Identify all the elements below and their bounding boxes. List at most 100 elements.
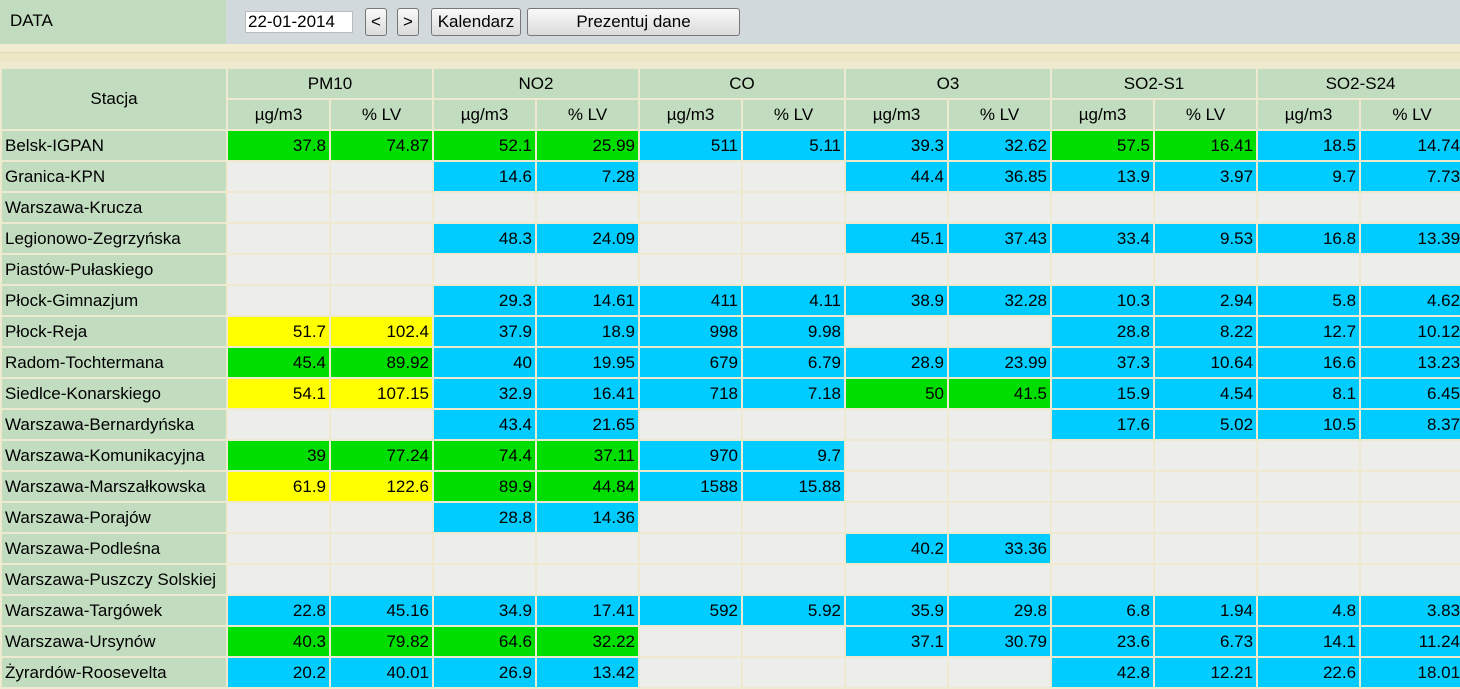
lv-percent-cell: 14.61 xyxy=(535,284,641,317)
concentration-cell xyxy=(844,563,950,596)
concentration-cell: 22.8 xyxy=(226,594,331,627)
concentration-cell: 22.6 xyxy=(1256,656,1362,689)
concentration-cell xyxy=(844,439,950,472)
concentration-cell: 10.5 xyxy=(1256,408,1362,441)
table-row: Płock-Gimnazjum 29.3 14.61 411 4.11 38.9 32.28… xyxy=(0,284,1460,317)
concentration-cell: 970 xyxy=(638,439,744,472)
station-name: Warszawa-Puszczy Solskiej xyxy=(0,563,228,596)
lv-percent-cell: 29.8 xyxy=(947,594,1053,627)
table-row: Radom-Tochtermana 45.4 89.92 40 19.95 679 6.79… xyxy=(0,346,1460,379)
lv-header: % LV xyxy=(947,98,1053,131)
concentration-cell: 29.3 xyxy=(432,284,538,317)
concentration-cell xyxy=(1050,532,1156,565)
lv-percent-cell: 6.45 xyxy=(1359,377,1460,410)
lv-percent-cell: 14.36 xyxy=(535,501,641,534)
lv-percent-cell: 5.11 xyxy=(741,129,847,162)
concentration-cell: 64.6 xyxy=(432,625,538,658)
lv-percent-cell xyxy=(1359,501,1460,534)
lv-percent-cell: 77.24 xyxy=(328,439,435,472)
lv-percent-cell xyxy=(328,253,435,286)
lv-percent-cell: 37.11 xyxy=(535,439,641,472)
lv-header: % LV xyxy=(328,98,435,131)
concentration-cell xyxy=(638,408,744,441)
present-data-button[interactable]: Prezentuj dane xyxy=(527,8,740,36)
lv-percent-cell: 41.5 xyxy=(947,377,1053,410)
concentration-cell: 45.4 xyxy=(226,346,331,379)
lv-percent-cell: 15.88 xyxy=(741,470,847,503)
lv-percent-cell: 1.94 xyxy=(1153,594,1259,627)
concentration-cell: 12.7 xyxy=(1256,315,1362,348)
station-name: Żyrardów-Roosevelta xyxy=(0,656,228,689)
lv-percent-cell xyxy=(535,253,641,286)
concentration-cell: 89.9 xyxy=(432,470,538,503)
lv-percent-cell xyxy=(947,501,1053,534)
lv-percent-cell: 107.15 xyxy=(328,377,435,410)
table-row: Warszawa-Porajów 28.8 14.36 xyxy=(0,501,1460,534)
lv-percent-cell xyxy=(741,222,847,255)
lv-percent-cell xyxy=(328,160,435,193)
concentration-cell xyxy=(1050,439,1156,472)
lv-percent-cell: 9.53 xyxy=(1153,222,1259,255)
lv-percent-cell xyxy=(1153,470,1259,503)
concentration-cell: 37.8 xyxy=(226,129,331,162)
concentration-cell: 14.6 xyxy=(432,160,538,193)
lv-percent-cell xyxy=(741,253,847,286)
lv-percent-cell xyxy=(741,563,847,596)
lv-percent-cell: 9.98 xyxy=(741,315,847,348)
unit-header-row: µg/m3 % LV µg/m3 % LV µg/m3 % LV µg/m3 %… xyxy=(1,98,1460,131)
station-name: Siedlce-Konarskiego xyxy=(0,377,228,410)
lv-percent-cell xyxy=(1153,501,1259,534)
concentration-cell: 28.8 xyxy=(1050,315,1156,348)
lv-percent-cell xyxy=(947,253,1053,286)
concentration-cell: 15.9 xyxy=(1050,377,1156,410)
concentration-cell: 43.4 xyxy=(432,408,538,441)
concentration-cell xyxy=(1050,501,1156,534)
calendar-button[interactable]: Kalendarz xyxy=(431,8,521,36)
concentration-cell: 4.8 xyxy=(1256,594,1362,627)
concentration-cell: 38.9 xyxy=(844,284,950,317)
lv-percent-cell: 10.12 xyxy=(1359,315,1460,348)
prev-day-button[interactable]: < xyxy=(365,8,387,36)
lv-percent-cell: 13.39 xyxy=(1359,222,1460,255)
station-name: Piastów-Pułaskiego xyxy=(0,253,228,286)
lv-header: % LV xyxy=(1359,98,1460,131)
table-row: Płock-Reja 51.7 102.4 37.9 18.9 998 9.98 28.8 8.… xyxy=(0,315,1460,348)
concentration-cell xyxy=(1050,470,1156,503)
concentration-cell xyxy=(226,222,331,255)
concentration-cell: 52.1 xyxy=(432,129,538,162)
concentration-cell xyxy=(844,253,950,286)
concentration-cell xyxy=(638,160,744,193)
lv-percent-cell xyxy=(1359,191,1460,224)
station-name: Płock-Reja xyxy=(0,315,228,348)
lv-percent-cell: 36.85 xyxy=(947,160,1053,193)
concentration-cell xyxy=(432,253,538,286)
lv-percent-cell: 32.28 xyxy=(947,284,1053,317)
station-header: Stacja xyxy=(0,67,228,131)
concentration-cell: 28.9 xyxy=(844,346,950,379)
concentration-cell: 511 xyxy=(638,129,744,162)
next-day-button[interactable]: > xyxy=(397,8,419,36)
concentration-cell: 57.5 xyxy=(1050,129,1156,162)
concentration-cell: 1588 xyxy=(638,470,744,503)
pollutant-header: SO2-S24 xyxy=(1256,67,1460,100)
lv-header: % LV xyxy=(535,98,641,131)
lv-percent-cell: 4.62 xyxy=(1359,284,1460,317)
concentration-cell: 48.3 xyxy=(432,222,538,255)
lv-percent-cell: 3.83 xyxy=(1359,594,1460,627)
lv-percent-cell xyxy=(947,439,1053,472)
date-input[interactable] xyxy=(245,11,353,33)
pollutant-header-row: Stacja PM10 NO2 CO O3 SO2-S1 SO2-S24 xyxy=(0,67,1460,131)
lv-percent-cell: 14.74 xyxy=(1359,129,1460,162)
concentration-cell: 50 xyxy=(844,377,950,410)
lv-percent-cell xyxy=(535,532,641,565)
lv-percent-cell: 89.92 xyxy=(328,346,435,379)
lv-percent-cell: 25.99 xyxy=(535,129,641,162)
table-row: Piastów-Pułaskiego xyxy=(0,253,1460,286)
table-row: Siedlce-Konarskiego 54.1 107.15 32.9 16.41 71… xyxy=(0,377,1460,410)
lv-percent-cell: 74.87 xyxy=(328,129,435,162)
concentration-cell: 37.9 xyxy=(432,315,538,348)
lv-percent-cell xyxy=(947,315,1053,348)
concentration-cell xyxy=(844,191,950,224)
concentration-cell: 54.1 xyxy=(226,377,331,410)
station-name: Warszawa-Marszałkowska xyxy=(0,470,228,503)
